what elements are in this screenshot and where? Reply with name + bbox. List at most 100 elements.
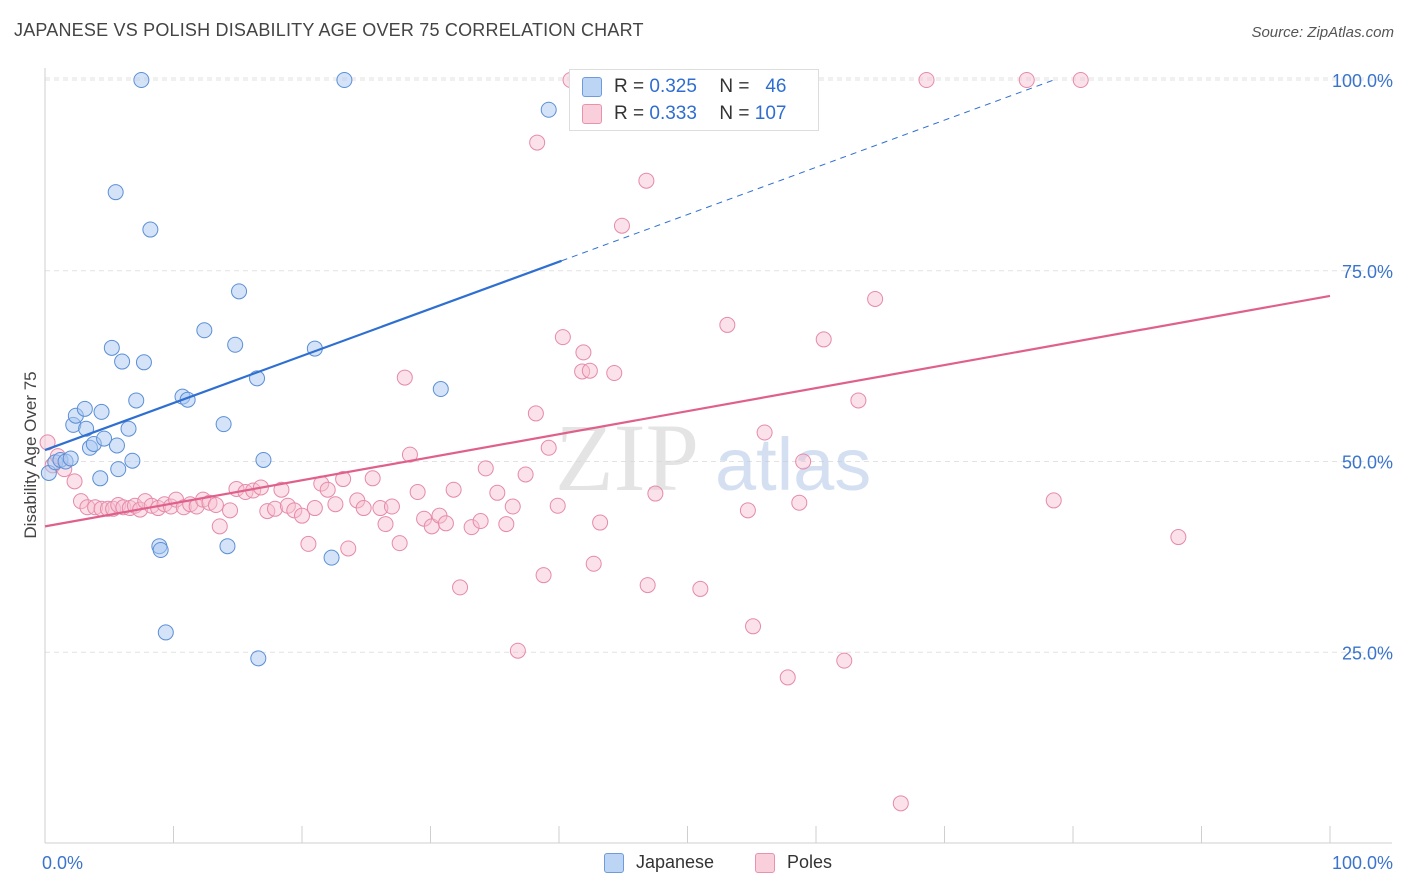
- bottom-legend-japanese: Japanese: [604, 852, 714, 873]
- poles-point: [401, 446, 418, 463]
- poles-point: [719, 316, 736, 333]
- japanese-points: [40, 72, 557, 667]
- japanese-point: [135, 354, 152, 371]
- poles-point: [327, 496, 344, 513]
- poles-point: [452, 579, 469, 596]
- grid-lines: [45, 77, 1392, 653]
- japanese-point: [142, 221, 159, 238]
- legend-r-label: R =: [614, 76, 645, 97]
- japanese-point: [93, 403, 110, 420]
- poles-point: [340, 540, 357, 557]
- poles-point: [300, 535, 317, 552]
- source-label: Source: ZipAtlas.com: [1251, 24, 1394, 41]
- poles-point: [739, 502, 756, 519]
- poles-point: [647, 485, 664, 502]
- poles-point: [1072, 72, 1089, 88]
- bottom-legend-label-japanese: Japanese: [636, 852, 715, 872]
- poles-point: [517, 466, 534, 483]
- poles-point: [472, 513, 489, 530]
- poles-point: [509, 642, 526, 659]
- japanese-point: [196, 322, 213, 339]
- japanese-point: [108, 437, 125, 454]
- poles-point: [529, 134, 546, 151]
- poles-point: [918, 72, 935, 88]
- japanese-point: [157, 624, 174, 641]
- legend-n-value-poles: 107: [754, 103, 787, 124]
- x-tick-label-min: 0.0%: [42, 853, 83, 873]
- correlation-legend: R = 0.325 N = 46 R = 0.333 N = 107: [569, 69, 819, 131]
- trend-lines: [44, 79, 1331, 528]
- poles-point: [540, 439, 557, 456]
- poles-point: [211, 518, 228, 535]
- japanese-point: [227, 336, 244, 353]
- legend-n-label: N =: [719, 76, 750, 97]
- poles-point: [445, 481, 462, 498]
- poles-point: [638, 172, 655, 189]
- japanese-point: [250, 650, 267, 667]
- japanese-point: [62, 450, 79, 467]
- japanese-point: [128, 392, 145, 409]
- poles-point: [498, 516, 515, 533]
- poles-point: [377, 516, 394, 533]
- axis-labels: 25.0% 50.0% 75.0% 100.0% 0.0% 100.0% Disabilit…: [21, 71, 1393, 873]
- poles-point: [504, 498, 521, 515]
- y-tick-label: 100.0%: [1332, 71, 1393, 91]
- poles-point: [99, 500, 116, 517]
- poles-point: [335, 471, 352, 488]
- poles-point: [606, 364, 623, 381]
- poles-point: [779, 669, 796, 686]
- japanese-point: [231, 283, 248, 300]
- y-tick-label: 50.0%: [1342, 453, 1393, 473]
- poles-point: [286, 502, 303, 519]
- bottom-legend-poles: Poles: [755, 852, 832, 873]
- poles-point: [892, 795, 909, 812]
- poles-point: [66, 473, 83, 490]
- japanese-point: [432, 381, 449, 398]
- axes: [44, 68, 1392, 844]
- y-tick-label: 25.0%: [1342, 643, 1393, 663]
- japanese-point: [133, 72, 150, 88]
- legend-r-value-japanese: 0.325: [649, 76, 697, 97]
- poles-point: [1170, 529, 1187, 546]
- poles-point: [745, 618, 762, 635]
- poles-point: [815, 331, 832, 348]
- poles-point: [836, 652, 853, 669]
- poles-point: [549, 497, 566, 514]
- poles-point: [409, 484, 426, 501]
- poles-point: [477, 460, 494, 477]
- poles-point: [72, 493, 89, 510]
- poles-point: [1045, 492, 1062, 509]
- japanese-point: [124, 452, 141, 469]
- japanese-point: [76, 400, 93, 417]
- poles-point: [581, 362, 598, 379]
- chart-title: JAPANESE VS POLISH DISABILITY AGE OVER 7…: [14, 20, 644, 40]
- poles-point: [554, 329, 571, 346]
- japanese-point: [103, 339, 120, 356]
- japanese-point: [110, 461, 127, 478]
- poles-point: [639, 577, 656, 594]
- japanese-swatch: [582, 77, 602, 97]
- poles-point: [489, 484, 506, 501]
- poles-point: [437, 515, 454, 532]
- y-axis-label: Disability Age Over 75: [21, 371, 40, 538]
- poles-trend-line: [44, 294, 1331, 528]
- japanese-point: [152, 542, 169, 559]
- poles-point: [372, 500, 389, 517]
- poles-point: [364, 470, 381, 487]
- legend-n-value-japanese: 46: [765, 76, 787, 97]
- japanese-point: [107, 184, 124, 201]
- poles-point: [391, 535, 408, 552]
- japanese-point: [323, 549, 340, 566]
- japanese-legend-swatch: [604, 852, 624, 873]
- poles-point: [273, 481, 290, 498]
- legend-row-poles: R = 0.333 N = 107: [582, 102, 786, 126]
- poles-swatch: [582, 104, 602, 124]
- poles-point: [1018, 72, 1035, 88]
- legend-row-japanese: R = 0.325 N = 46: [582, 75, 786, 99]
- japanese-point: [92, 470, 109, 487]
- watermark-zip: ZIP: [555, 404, 699, 511]
- legend-n-label: N =: [719, 103, 750, 124]
- poles-point: [867, 290, 884, 307]
- poles-point: [306, 500, 323, 517]
- poles-point: [267, 500, 284, 517]
